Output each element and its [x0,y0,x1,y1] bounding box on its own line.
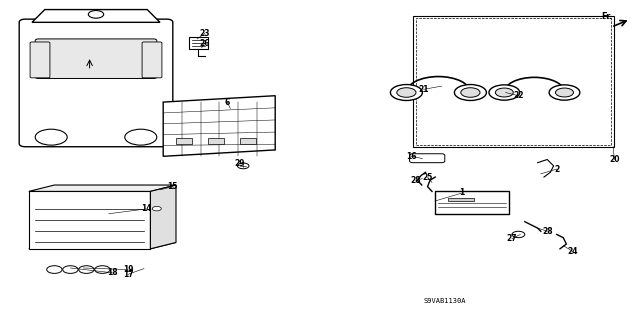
Bar [208,138,224,144]
Polygon shape [29,191,150,249]
Circle shape [63,266,78,273]
Text: 2: 2 [554,165,559,174]
Text: 18: 18 [107,268,117,277]
Circle shape [397,88,416,97]
Circle shape [549,85,580,100]
Text: 25: 25 [422,173,433,182]
Bar [413,16,614,147]
Bar [189,37,208,49]
Text: 16: 16 [406,152,417,161]
Circle shape [495,88,513,97]
Text: 29: 29 [235,159,245,168]
Text: 28: 28 [411,176,421,185]
Text: 22: 22 [513,91,524,100]
FancyBboxPatch shape [30,42,50,78]
Text: 1: 1 [460,189,465,197]
Polygon shape [29,185,176,191]
Text: 28: 28 [542,227,552,236]
Circle shape [454,85,486,100]
Circle shape [95,266,110,273]
Circle shape [512,231,525,238]
Text: 27: 27 [507,234,517,243]
Text: 15: 15 [168,182,178,191]
Text: 21: 21 [419,85,429,94]
Text: 23: 23 [200,29,210,38]
Circle shape [237,163,249,169]
FancyBboxPatch shape [19,19,173,147]
Circle shape [35,129,67,145]
Text: 17: 17 [123,270,133,279]
Bar [435,191,509,214]
Bar [448,197,474,202]
Polygon shape [150,185,176,249]
Circle shape [47,266,62,273]
Circle shape [489,85,520,100]
Circle shape [79,266,94,273]
FancyBboxPatch shape [142,42,162,78]
FancyBboxPatch shape [35,39,157,78]
Bar [240,138,256,144]
Text: 26: 26 [200,39,210,48]
Text: S9VAB1130A: S9VAB1130A [424,299,466,304]
FancyBboxPatch shape [410,154,445,163]
Text: 19: 19 [123,265,133,274]
Bar [416,18,611,145]
Circle shape [88,11,104,18]
Bar [176,138,192,144]
Circle shape [152,206,161,211]
Circle shape [556,88,573,97]
Polygon shape [29,242,176,249]
Circle shape [390,85,422,100]
Text: 24: 24 [568,247,578,256]
Polygon shape [32,10,160,22]
Text: Fr.: Fr. [602,12,613,21]
Polygon shape [163,96,275,156]
Circle shape [461,88,480,97]
Circle shape [125,129,157,145]
Text: 14: 14 [141,204,151,213]
Text: 20: 20 [609,155,620,164]
Text: 6: 6 [225,98,230,107]
